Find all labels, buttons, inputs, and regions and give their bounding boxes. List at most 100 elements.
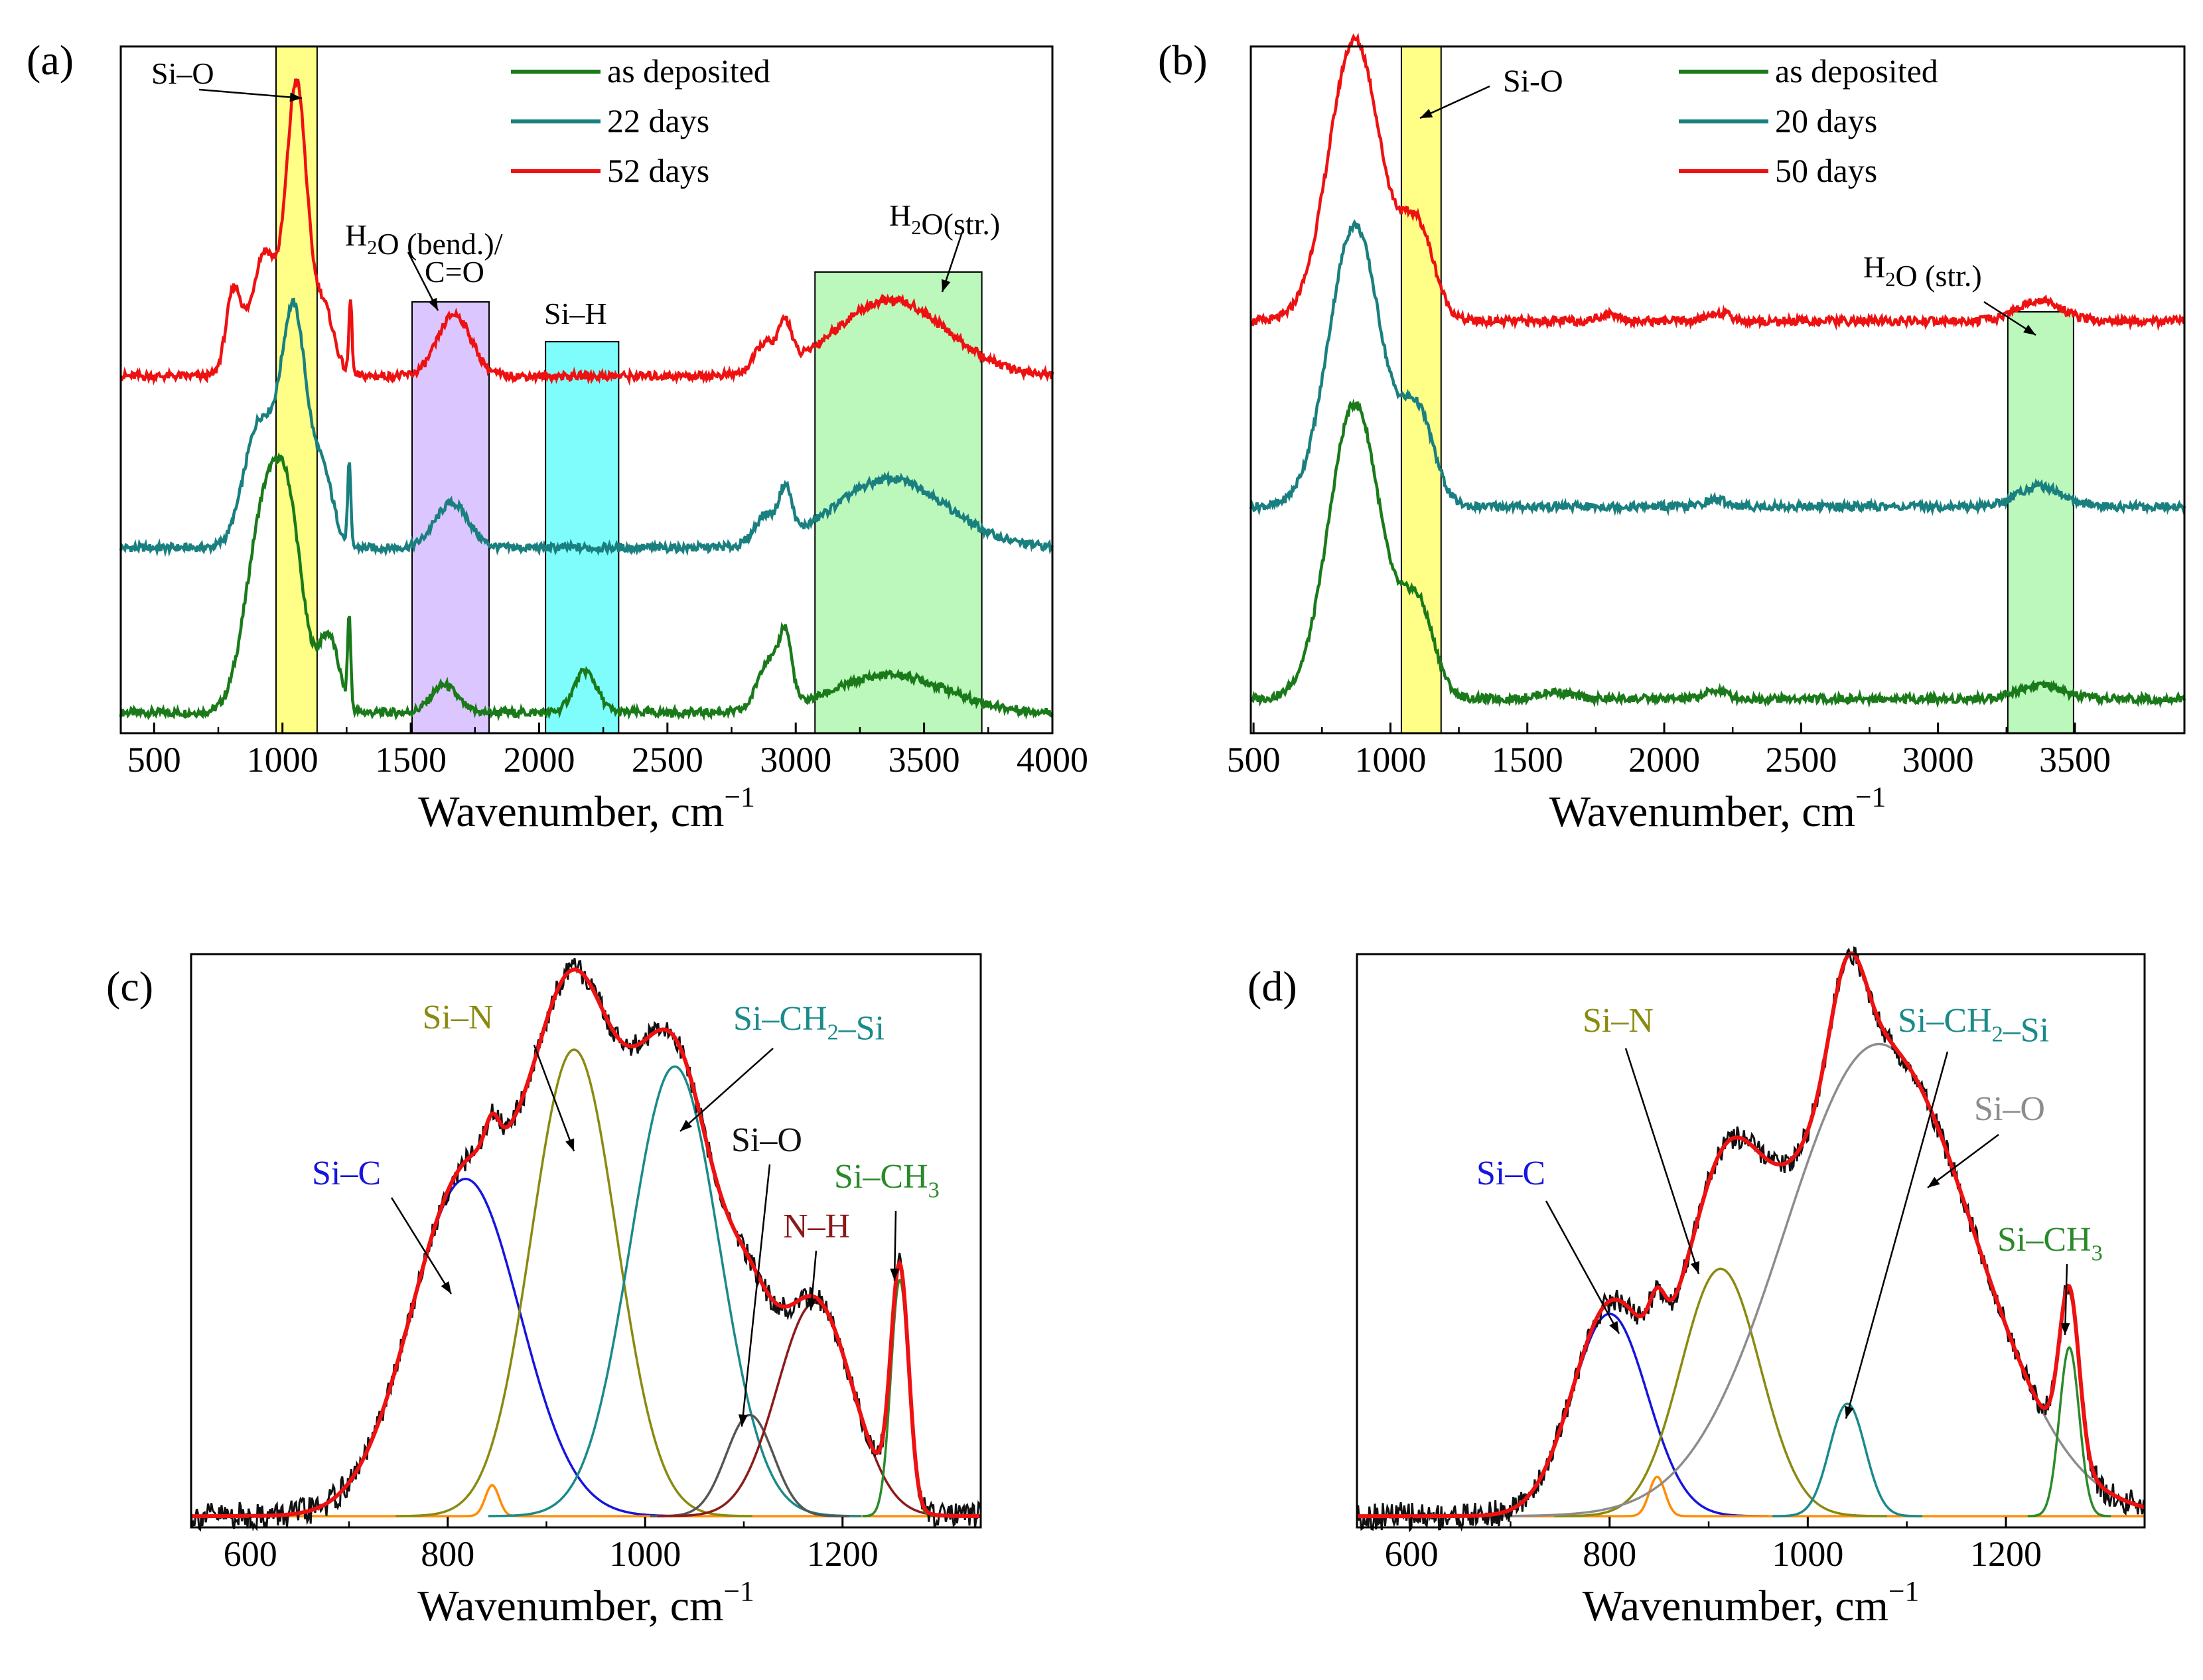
annotation-h2o-str: H2O (str.) <box>1863 250 1982 293</box>
legend-label: 20 days <box>1775 102 1877 139</box>
arrow-shaft <box>533 1044 575 1152</box>
arrow-head <box>2060 1322 2070 1335</box>
arrow-shaft <box>1419 85 1490 119</box>
panel-label: (d) <box>1247 963 1297 1010</box>
annotation-arrow <box>679 1048 774 1132</box>
annotation-arrow <box>2060 1263 2070 1336</box>
x-tick-label: 2500 <box>632 740 703 780</box>
x-tick-label: 3000 <box>1902 740 1974 780</box>
arrow-head <box>1609 1320 1619 1334</box>
x-axis-label: Wavenumber, cm−1 <box>418 781 755 836</box>
arrow-head <box>2023 324 2036 335</box>
band-yellow <box>1400 46 1442 734</box>
legend-label: 50 days <box>1775 152 1877 189</box>
arrow-head <box>289 92 302 102</box>
x-tick-label: 3500 <box>888 740 960 780</box>
series-line-2 <box>120 78 1054 386</box>
annotation-arrow <box>738 1164 771 1427</box>
x-tick-label: 1200 <box>1970 1534 2042 1574</box>
component-curve-6 <box>862 1279 938 1517</box>
annotation-si-h: Si–H <box>544 297 607 330</box>
arrow-shaft <box>198 88 303 100</box>
annotation-arrow <box>533 1044 575 1152</box>
annotation-arrow <box>1545 1200 1620 1334</box>
legend-label: as deposited <box>1775 52 1938 90</box>
x-tick-label: 800 <box>421 1534 474 1574</box>
annotation-arrow <box>407 251 439 311</box>
series-line-0 <box>1249 398 2186 709</box>
annotation-arrow <box>1927 1133 1999 1189</box>
arrow-head <box>890 1268 900 1281</box>
panel-label: (c) <box>106 963 153 1010</box>
arrow-head <box>807 1298 817 1310</box>
x-tick-label: 1000 <box>1772 1534 1843 1574</box>
label-si-ch3: Si–CH3 <box>834 1158 940 1203</box>
component-curve-4 <box>650 1413 849 1517</box>
arrow-shaft <box>1545 1200 1620 1334</box>
annotation-arrow <box>1624 1048 1700 1275</box>
x-tick-label: 800 <box>1583 1534 1636 1574</box>
component-curve-0 <box>237 1178 694 1517</box>
component-curve-4 <box>1772 1402 1922 1517</box>
annotation-arrow <box>1419 85 1490 119</box>
annotation-arrow <box>1845 1051 1949 1419</box>
x-tick-label: 1500 <box>1492 740 1563 780</box>
arrow-head <box>1420 109 1433 118</box>
arrow-shaft <box>1927 1133 1999 1189</box>
annotation-arrow <box>807 1250 817 1311</box>
label-si-ch3: Si–CH3 <box>1997 1221 2103 1266</box>
label-si-o: Si–O <box>1974 1090 2045 1128</box>
arrow-head <box>1928 1176 1940 1188</box>
label-n-h: N–H <box>783 1208 850 1245</box>
annotation-arrow <box>198 88 303 102</box>
arrow-shaft <box>741 1164 771 1427</box>
arrow-head <box>565 1138 575 1151</box>
legend-label: 22 days <box>607 102 709 139</box>
x-tick-label: 2500 <box>1765 740 1837 780</box>
component-curve-0 <box>1451 1312 1768 1517</box>
arrow-head <box>942 279 951 292</box>
arrow-head <box>680 1119 693 1131</box>
component-curve-2 <box>1554 1267 1887 1517</box>
x-axis-label: Wavenumber, cm−1 <box>417 1575 754 1630</box>
series-line-1 <box>1249 219 2186 517</box>
panel-c: (c) 600 800 1000 1200 Wavenumber, cm−1 Si–N Si–… <box>106 953 982 1630</box>
x-tick-label: 1500 <box>375 740 447 780</box>
annotation-arrow <box>941 232 963 293</box>
fit-envelope-curve <box>191 967 981 1519</box>
x-axis-label: Wavenumber, cm−1 <box>1549 781 1886 836</box>
x-tick-label: 600 <box>224 1534 277 1574</box>
x-axis-label: Wavenumber, cm−1 <box>1583 1575 1920 1630</box>
arrow-shaft <box>1624 1048 1700 1275</box>
panel-d: (d) 600 800 1000 1200 Wavenumber, cm−1 Si–N Si–… <box>1247 946 2146 1630</box>
x-tick-label: 1200 <box>807 1534 879 1574</box>
plot-frame <box>1249 45 2186 735</box>
x-tick-label: 3000 <box>760 740 831 780</box>
x-tick-label: 1000 <box>247 740 319 780</box>
component-curve-5 <box>657 1301 973 1517</box>
label-si-o: Si–O <box>731 1121 802 1159</box>
x-tick-label: 500 <box>127 740 181 780</box>
component-curve-2 <box>395 1048 753 1517</box>
annotation-h2o-bend: H2O (bend.)/ <box>345 218 503 261</box>
component-curve-3 <box>488 1065 861 1517</box>
label-si-n: Si–N <box>423 999 494 1036</box>
annotation-arrow <box>1983 301 2036 336</box>
arrow-head <box>1845 1405 1854 1419</box>
band-purple <box>411 301 490 734</box>
label-si-ch2-si: Si–CH2–Si <box>733 1000 885 1048</box>
plot-frame <box>190 953 982 1529</box>
arrow-head <box>428 297 438 311</box>
annotation-si-o: Si–O <box>151 56 214 90</box>
arrow-shaft <box>390 1197 453 1295</box>
label-si-c: Si–C <box>312 1155 381 1192</box>
arrow-head <box>441 1281 451 1294</box>
arrow-shaft <box>679 1048 774 1132</box>
band-green <box>2007 311 2074 734</box>
series-line-0 <box>119 452 1054 722</box>
label-si-ch2-si: Si–CH2–Si <box>1898 1002 2049 1050</box>
annotation-c-o: C=O <box>425 255 484 289</box>
panel-a: (a) as deposited 22 days 52 days 500 1000 1500… <box>27 36 1088 836</box>
x-tick-label: 2000 <box>503 740 575 780</box>
